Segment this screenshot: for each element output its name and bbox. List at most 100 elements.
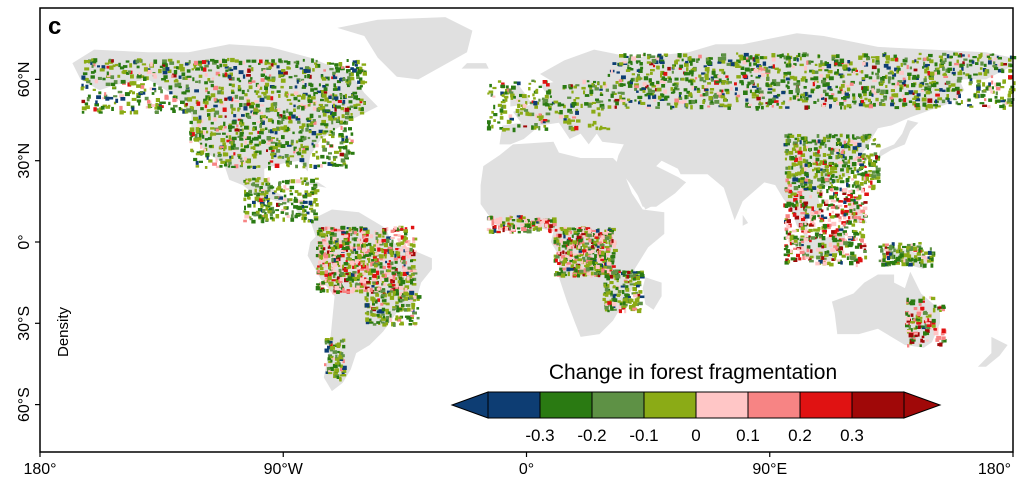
forest-pixel xyxy=(263,69,266,74)
forest-pixel xyxy=(826,262,830,266)
forest-pixel xyxy=(289,185,295,190)
forest-pixel xyxy=(861,165,866,168)
forest-pixel xyxy=(655,57,660,61)
forest-pixel xyxy=(508,114,513,119)
forest-pixel xyxy=(269,186,275,189)
forest-pixel xyxy=(672,88,676,94)
forest-pixel xyxy=(259,59,263,64)
forest-pixel xyxy=(500,104,505,109)
forest-pixel xyxy=(583,268,588,273)
forest-pixel xyxy=(250,146,256,150)
forest-pixel xyxy=(804,146,809,149)
forest-pixel xyxy=(1007,93,1012,98)
forest-pixel xyxy=(845,196,848,199)
forest-pixel xyxy=(795,242,799,247)
forest-pixel xyxy=(559,259,565,264)
forest-pixel xyxy=(276,126,279,131)
forest-pixel xyxy=(784,171,790,175)
forest-pixel xyxy=(230,89,235,93)
forest-pixel xyxy=(386,272,390,275)
forest-pixel xyxy=(836,54,840,59)
forest-pixel xyxy=(745,98,749,102)
forest-pixel xyxy=(896,69,899,74)
forest-pixel xyxy=(843,150,846,154)
forest-pixel xyxy=(803,183,808,186)
forest-pixel xyxy=(622,298,628,302)
forest-pixel xyxy=(378,262,383,266)
forest-pixel xyxy=(646,61,651,64)
forest-pixel xyxy=(631,73,635,76)
forest-pixel xyxy=(349,281,352,284)
forest-pixel xyxy=(903,79,907,83)
forest-pixel xyxy=(827,174,830,177)
forest-pixel xyxy=(396,291,399,295)
forest-pixel xyxy=(324,273,329,277)
forest-pixel xyxy=(341,374,347,377)
forest-pixel xyxy=(837,259,842,264)
forest-pixel xyxy=(847,216,853,220)
forest-pixel xyxy=(838,153,841,156)
forest-pixel xyxy=(567,120,572,125)
forest-pixel xyxy=(749,68,752,74)
forest-pixel xyxy=(636,54,641,58)
forest-pixel xyxy=(276,137,279,142)
forest-pixel xyxy=(214,110,220,115)
forest-pixel xyxy=(345,248,348,252)
forest-pixel xyxy=(380,310,385,314)
forest-pixel xyxy=(372,303,375,306)
forest-pixel xyxy=(92,60,97,64)
forest-pixel xyxy=(382,249,388,252)
forest-pixel xyxy=(843,161,848,166)
forest-pixel xyxy=(773,81,777,86)
forest-pixel xyxy=(860,202,865,205)
forest-pixel xyxy=(809,255,814,259)
forest-pixel xyxy=(525,101,528,106)
forest-pixel xyxy=(409,243,414,247)
forest-pixel xyxy=(572,241,578,244)
forest-pixel xyxy=(93,107,97,112)
forest-pixel xyxy=(271,137,275,139)
forest-pixel xyxy=(346,252,352,256)
forest-pixel xyxy=(933,104,938,107)
forest-pixel xyxy=(346,233,350,238)
forest-pixel xyxy=(391,239,394,244)
forest-pixel xyxy=(775,95,779,99)
forest-pixel xyxy=(886,66,891,70)
forest-pixel xyxy=(793,76,798,81)
forest-pixel xyxy=(624,285,629,290)
forest-pixel xyxy=(840,261,843,265)
forest-pixel xyxy=(334,237,337,240)
forest-pixel xyxy=(861,188,864,193)
forest-pixel xyxy=(852,100,857,103)
forest-pixel xyxy=(268,74,272,77)
forest-pixel xyxy=(584,242,590,245)
forest-pixel xyxy=(356,243,361,247)
forest-pixel xyxy=(353,243,356,247)
forest-pixel xyxy=(656,88,660,92)
forest-pixel xyxy=(369,277,372,280)
forest-pixel xyxy=(381,283,384,286)
forest-pixel xyxy=(562,260,566,264)
forest-pixel xyxy=(247,216,252,219)
forest-pixel xyxy=(224,66,229,69)
forest-pixel xyxy=(113,95,118,98)
forest-pixel xyxy=(210,83,214,88)
forest-pixel xyxy=(799,178,804,183)
forest-pixel xyxy=(354,265,357,269)
forest-pixel xyxy=(552,223,557,227)
forest-pixel xyxy=(379,257,384,261)
forest-pixel xyxy=(416,295,422,299)
forest-pixel xyxy=(293,74,298,78)
forest-pixel xyxy=(275,214,280,219)
forest-pixel xyxy=(339,93,343,97)
forest-pixel xyxy=(962,72,965,75)
forest-pixel xyxy=(853,174,857,179)
forest-pixel xyxy=(569,268,574,271)
forest-pixel xyxy=(859,244,863,249)
forest-pixel xyxy=(372,274,377,278)
forest-pixel xyxy=(278,196,283,200)
forest-pixel xyxy=(195,127,200,131)
forest-pixel xyxy=(271,90,275,94)
forest-pixel xyxy=(385,260,388,264)
forest-pixel xyxy=(311,186,317,191)
